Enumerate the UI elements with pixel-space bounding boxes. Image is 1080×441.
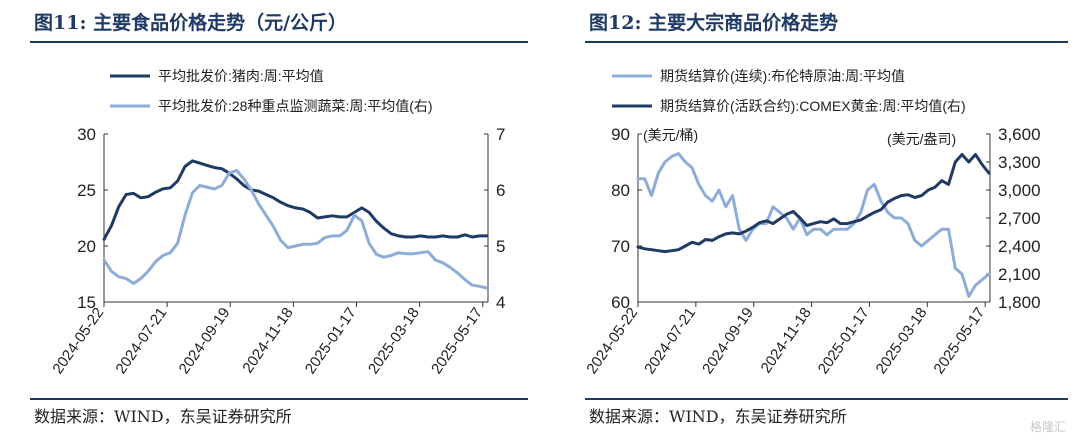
commodity-price-chart: 期货结算价(连续):布伦特原油:周:平均值期货结算价(活跃合约):COMEX黄金… [583, 68, 1041, 378]
y-left-unit-label: (美元/桶) [643, 127, 698, 143]
y-left-tick-label: 15 [77, 293, 96, 312]
legend-label: 期货结算价(活跃合约):COMEX黄金:周:平均值(右) [660, 98, 966, 114]
x-tick-label: 2025-01-17 [302, 305, 360, 378]
y-left-tick-label: 80 [611, 181, 630, 200]
x-tick-label: 2025-03-18 [365, 305, 423, 378]
x-tick-label: 2024-05-22 [49, 305, 107, 378]
x-tick-label: 2024-05-22 [583, 305, 641, 378]
series-line [636, 152, 991, 298]
x-tick-label: 2024-07-21 [112, 305, 170, 378]
source-rule [30, 398, 528, 400]
x-tick-label: 2024-09-19 [699, 305, 757, 378]
title-rule [585, 41, 1068, 43]
x-tick-label: 2024-09-19 [176, 305, 234, 378]
y-right-unit-label: (美元/盎司) [887, 131, 956, 147]
y-right-tick-label: 7 [496, 125, 505, 144]
x-tick-label: 2025-05-17 [428, 305, 486, 378]
x-tick-label: 2025-01-17 [815, 305, 873, 378]
series-line [636, 153, 991, 254]
y-right-tick-label: 2,700 [998, 209, 1041, 228]
series-line [102, 159, 489, 241]
y-right-tick-label: 2,400 [998, 237, 1041, 256]
chart-panel-food: 图11: 主要食品价格走势（元/公斤） 平均批发价:猪肉:周:平均值 平均批发价:… [30, 12, 528, 426]
y-right-tick-label: 1,800 [998, 293, 1041, 312]
y-left-tick-label: 20 [77, 237, 96, 256]
title-rule [30, 41, 528, 43]
source-note: 数据来源：WIND，东吴证券研究所 [589, 407, 847, 426]
y-right-tick-label: 5 [496, 237, 505, 256]
y-left-tick-label: 25 [77, 181, 96, 200]
legend-label: 平均批发价:猪肉:周:平均值 [158, 68, 324, 84]
legend-label: 平均批发价:28种重点监测蔬菜:周:平均值(右) [158, 98, 433, 114]
x-tick-label: 2025-03-18 [873, 305, 931, 378]
series-line [102, 168, 489, 290]
chart-title: 图11: 主要食品价格走势（元/公斤） [34, 12, 348, 34]
x-tick-label: 2024-07-21 [641, 305, 699, 378]
y-right-tick-label: 3,000 [998, 181, 1041, 200]
y-left-tick-label: 90 [611, 125, 630, 144]
y-right-tick-label: 4 [496, 293, 505, 312]
source-rule [585, 398, 1068, 400]
x-tick-label: 2024-11-18 [758, 305, 815, 377]
y-right-tick-label: 2,100 [998, 265, 1041, 284]
y-left-tick-label: 30 [77, 125, 96, 144]
chart-title: 图12: 主要大宗商品价格走势 [589, 12, 839, 34]
legend-label: 期货结算价(连续):布伦特原油:周:平均值 [660, 68, 905, 84]
y-left-tick-label: 70 [611, 237, 630, 256]
watermark: 格隆汇 [1029, 420, 1066, 434]
chart-panel-commodity: 图12: 主要大宗商品价格走势 期货结算价(连续):布伦特原油:周:平均值 期货结… [555, 0, 1080, 441]
y-right-tick-label: 3,300 [998, 153, 1041, 172]
y-left-tick-label: 60 [611, 293, 630, 312]
x-tick-label: 2025-05-17 [931, 305, 989, 378]
y-right-tick-label: 6 [496, 181, 505, 200]
x-tick-label: 2024-11-18 [239, 305, 296, 377]
source-note: 数据来源：WIND，东吴证券研究所 [34, 407, 292, 426]
y-right-tick-label: 3,600 [998, 125, 1041, 144]
